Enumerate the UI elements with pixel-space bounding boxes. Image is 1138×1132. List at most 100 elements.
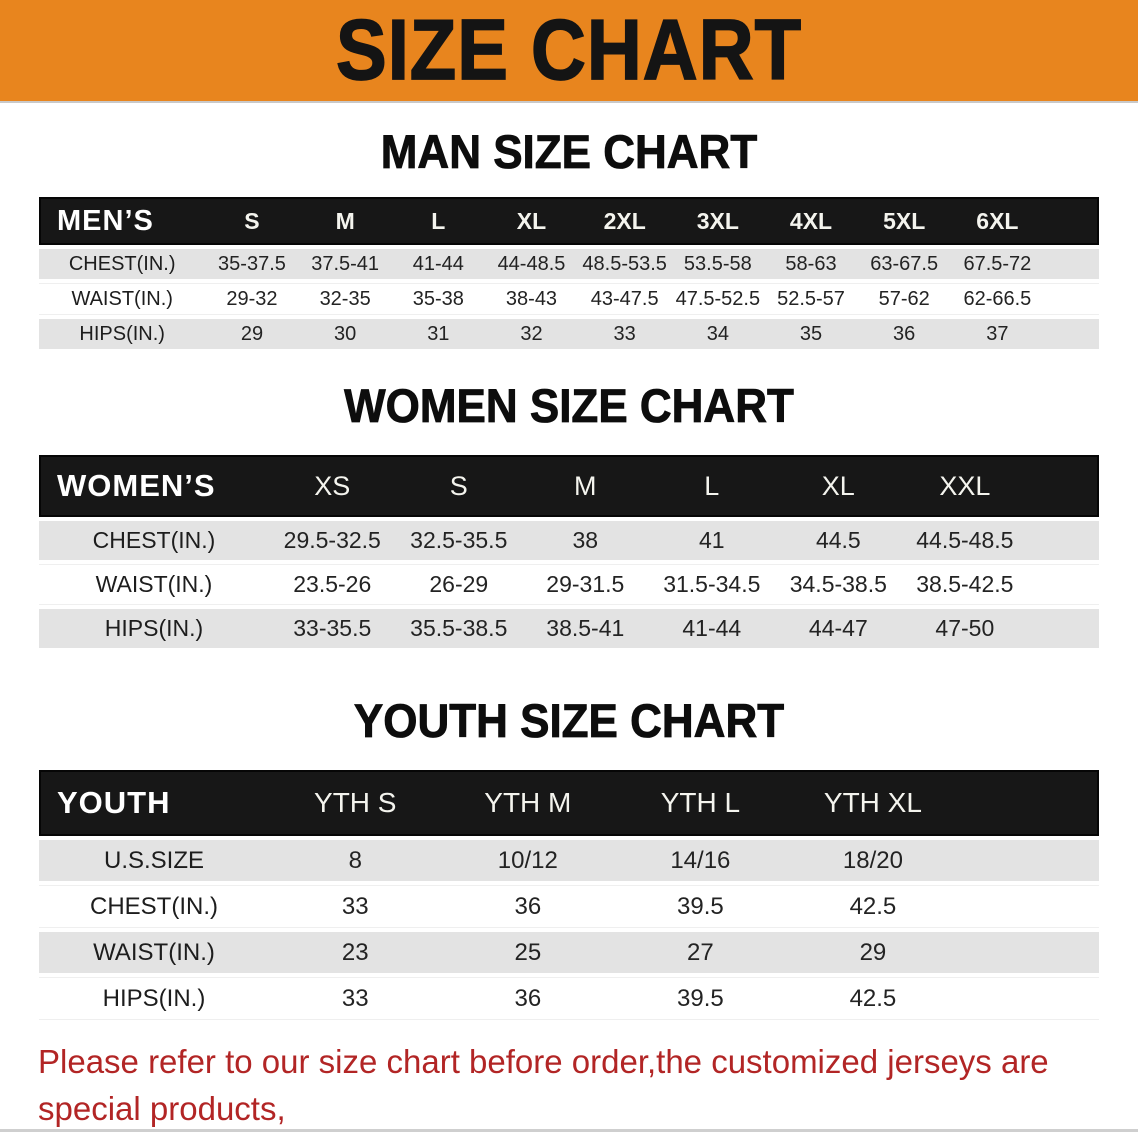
disclaimer: Please refer to our size chart before or… <box>0 1038 1138 1129</box>
size-value: 34.5-38.5 <box>775 564 902 605</box>
size-header-cell: YTH L <box>614 770 787 836</box>
measure-label: WAIST(IN.) <box>39 932 269 973</box>
size-value: 33 <box>269 977 442 1020</box>
size-header-cell: 3XL <box>671 197 765 245</box>
youth-section-heading: YOUTH SIZE CHART <box>353 695 785 748</box>
size-value: 23 <box>269 932 442 973</box>
youth-size-table: YOUTH YTH S YTH M YTH L YTH XL U.S.SIZE 8 10/12… <box>39 766 1099 1024</box>
size-value: 8 <box>269 840 442 881</box>
size-value: 37.5-41 <box>298 249 392 279</box>
size-value: 35.5-38.5 <box>395 609 523 648</box>
group-label: WOMEN’S <box>39 455 269 517</box>
size-value: 38-43 <box>484 283 579 315</box>
size-value: 29-31.5 <box>522 564 649 605</box>
content: MAN SIZE CHART MEN’S S M L XL 2XL 3XL 4XL 5XL 6XL… <box>0 126 1138 1024</box>
size-value: 27 <box>614 932 787 973</box>
row-spacer <box>959 840 1099 881</box>
size-value: 39.5 <box>614 885 787 928</box>
size-value: 39.5 <box>614 977 787 1020</box>
size-value: 31 <box>391 319 485 349</box>
size-value: 42.5 <box>786 977 960 1020</box>
size-value: 26-29 <box>395 564 523 605</box>
size-header-cell: 6XL <box>950 197 1044 245</box>
measure-label: U.S.SIZE <box>39 840 269 881</box>
size-value: 52.5-57 <box>764 283 858 315</box>
women-section-heading: WOMEN SIZE CHART <box>344 380 795 433</box>
size-value: 43-47.5 <box>578 283 672 315</box>
table-row: U.S.SIZE 8 10/12 14/16 18/20 <box>39 840 1099 881</box>
banner: SIZE CHART <box>0 0 1138 103</box>
size-value: 10/12 <box>441 840 615 881</box>
size-header-cell: XL <box>775 455 902 517</box>
header-row: YOUTH YTH S YTH M YTH L YTH XL <box>39 770 1099 836</box>
size-header-cell: YTH S <box>269 770 442 836</box>
men-section-heading: MAN SIZE CHART <box>380 126 758 179</box>
measure-label: HIPS(IN.) <box>39 609 269 648</box>
size-value: 44.5 <box>775 521 902 560</box>
table-row: CHEST(IN.) 33 36 39.5 42.5 <box>39 885 1099 928</box>
size-value: 33 <box>578 319 672 349</box>
size-header-cell: M <box>298 197 392 245</box>
size-value: 41-44 <box>648 609 776 648</box>
size-value: 33 <box>269 885 442 928</box>
size-value: 35-37.5 <box>205 249 299 279</box>
size-value: 38 <box>522 521 649 560</box>
men-size-table: MEN’S S M L XL 2XL 3XL 4XL 5XL 6XL CHEST(IN.) 35-37… <box>39 193 1099 353</box>
size-header-cell: XL <box>484 197 579 245</box>
size-value: 41-44 <box>391 249 485 279</box>
row-spacer <box>1028 521 1099 560</box>
size-header-cell: M <box>522 455 649 517</box>
size-value: 37 <box>950 319 1044 349</box>
size-value: 29 <box>205 319 299 349</box>
size-value: 36 <box>857 319 951 349</box>
table-row: HIPS(IN.) 33 36 39.5 42.5 <box>39 977 1099 1020</box>
size-value: 29.5-32.5 <box>269 521 396 560</box>
size-value: 23.5-26 <box>269 564 396 605</box>
section-men: MAN SIZE CHART MEN’S S M L XL 2XL 3XL 4XL 5XL 6XL… <box>0 126 1138 353</box>
size-header-cell: L <box>648 455 776 517</box>
size-value: 32.5-35.5 <box>395 521 523 560</box>
header-row: MEN’S S M L XL 2XL 3XL 4XL 5XL 6XL <box>39 197 1099 245</box>
size-value: 47-50 <box>901 609 1029 648</box>
header-spacer <box>1044 197 1099 245</box>
men-table-area: MEN’S S M L XL 2XL 3XL 4XL 5XL 6XL CHEST(IN.) 35-37… <box>0 193 1138 353</box>
group-label: MEN’S <box>39 197 206 245</box>
size-value: 36 <box>441 977 615 1020</box>
measure-label: CHEST(IN.) <box>39 249 206 279</box>
size-header-cell: 4XL <box>764 197 858 245</box>
size-value: 35 <box>764 319 858 349</box>
size-value: 32 <box>484 319 579 349</box>
header-row: WOMEN’S XS S M L XL XXL <box>39 455 1099 517</box>
table-row: WAIST(IN.) 23 25 27 29 <box>39 932 1099 973</box>
row-spacer <box>959 932 1099 973</box>
size-value: 57-62 <box>857 283 951 315</box>
size-value: 44-48.5 <box>484 249 579 279</box>
table-row: HIPS(IN.) 29 30 31 32 33 34 35 36 37 <box>39 319 1099 349</box>
banner-title: SIZE CHART <box>335 2 802 98</box>
size-value: 29 <box>786 932 960 973</box>
size-value: 14/16 <box>614 840 787 881</box>
size-value: 32-35 <box>298 283 392 315</box>
size-value: 18/20 <box>786 840 960 881</box>
measure-label: CHEST(IN.) <box>39 885 269 928</box>
size-value: 67.5-72 <box>950 249 1044 279</box>
women-size-table: WOMEN’S XS S M L XL XXL CHEST(IN.) 29.5-32.5 32.5… <box>39 451 1099 652</box>
size-value: 58-63 <box>764 249 858 279</box>
size-value: 31.5-34.5 <box>648 564 776 605</box>
measure-label: CHEST(IN.) <box>39 521 269 560</box>
size-value: 38.5-41 <box>522 609 649 648</box>
size-value: 41 <box>648 521 776 560</box>
size-value: 42.5 <box>786 885 960 928</box>
size-value: 25 <box>441 932 615 973</box>
size-header-cell: 5XL <box>857 197 951 245</box>
row-spacer <box>1044 319 1099 349</box>
size-value: 47.5-52.5 <box>671 283 765 315</box>
header-spacer <box>959 770 1099 836</box>
measure-label: WAIST(IN.) <box>39 564 269 605</box>
row-spacer <box>959 977 1099 1020</box>
size-value: 29-32 <box>205 283 299 315</box>
row-spacer <box>1044 249 1099 279</box>
table-row: CHEST(IN.) 29.5-32.5 32.5-35.5 38 41 44.5 44.5… <box>39 521 1099 560</box>
table-row: WAIST(IN.) 23.5-26 26-29 29-31.5 31.5-34.5 34… <box>39 564 1099 605</box>
